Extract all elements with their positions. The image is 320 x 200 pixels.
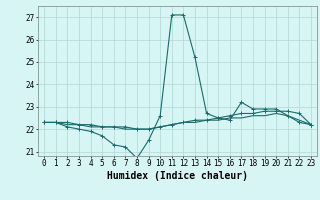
X-axis label: Humidex (Indice chaleur): Humidex (Indice chaleur): [107, 171, 248, 181]
